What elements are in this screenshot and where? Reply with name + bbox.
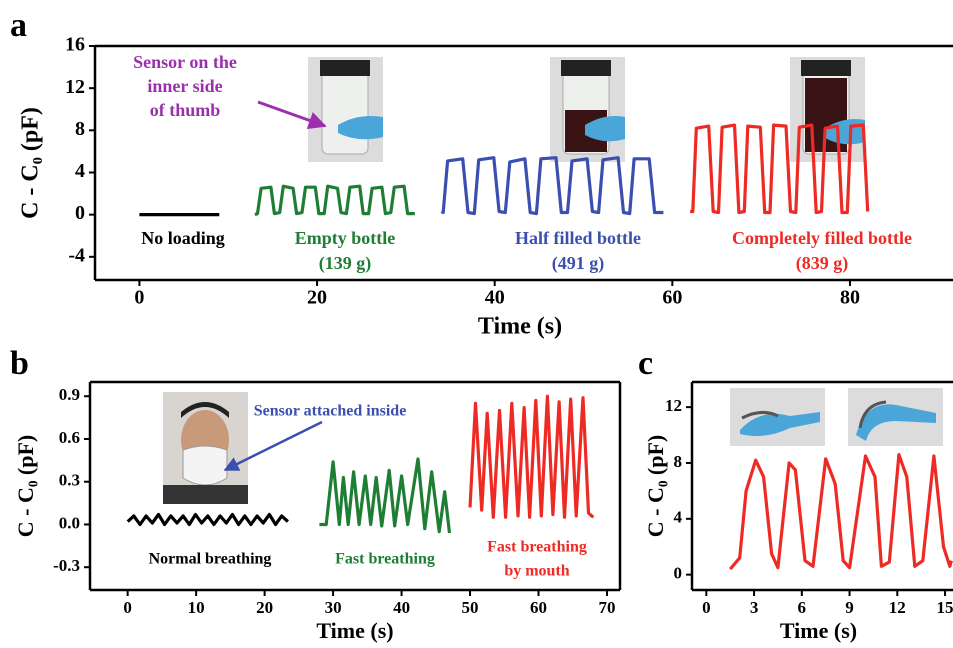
- chart-panel: 0 3 6 9 12 15 0 4 8 12 c Time (s) C - C₀ (pF): [638, 345, 953, 643]
- x-tick-label: 70: [598, 598, 615, 617]
- annotation: Sensor on the: [133, 52, 237, 72]
- y-tick-label: 0.6: [59, 428, 80, 447]
- x-tick-label: 30: [325, 598, 342, 617]
- annotation: Empty bottle: [295, 228, 396, 248]
- y-tick-label: 0.9: [59, 385, 80, 404]
- x-tick-label: 12: [889, 598, 906, 617]
- y-axis-label: C - C₀ (pF): [13, 435, 38, 538]
- annotation: of thumb: [150, 100, 221, 120]
- x-tick-label: 60: [530, 598, 547, 617]
- data-line: [468, 394, 595, 519]
- x-tick-label: 60: [662, 287, 682, 309]
- x-tick-label: 0: [134, 287, 144, 309]
- x-tick-label: 6: [798, 598, 807, 617]
- y-tick-label: 8: [75, 118, 85, 140]
- data-line: [440, 156, 664, 216]
- y-tick-label: 4: [75, 160, 85, 182]
- annotation: Normal breathing: [149, 551, 272, 568]
- annotation: by mouth: [504, 563, 569, 580]
- panel-label: b: [10, 345, 29, 382]
- y-tick-label: 12: [65, 76, 85, 98]
- panel-label: c: [638, 345, 653, 382]
- annotation: (491 g): [552, 253, 605, 274]
- y-tick-label: 0: [674, 564, 683, 583]
- photo: [550, 57, 625, 162]
- x-tick-label: 50: [462, 598, 479, 617]
- data-line: [254, 184, 415, 217]
- annotation: Fast breathing: [487, 539, 587, 556]
- x-tick-label: 15: [937, 598, 953, 617]
- annotation: (839 g): [796, 253, 849, 274]
- x-tick-label: 40: [485, 287, 505, 309]
- photo: [730, 388, 825, 446]
- photo: [308, 57, 383, 162]
- x-tick-label: 10: [188, 598, 205, 617]
- y-tick-label: 8: [674, 452, 683, 471]
- chart-panel: 0 20 40 60 80 -4 0 4 8 12 16 a Time (s) C - C₀ (pF) No…: [10, 7, 953, 340]
- y-tick-label: 0: [75, 202, 85, 224]
- annotation: inner side: [147, 76, 222, 96]
- annotation: Completely filled bottle: [732, 228, 912, 248]
- annotation: (139 g): [319, 253, 372, 274]
- x-axis-label: Time (s): [780, 618, 857, 643]
- photo: [790, 57, 865, 162]
- y-tick-label: -4: [68, 244, 85, 266]
- y-tick-label: 0.0: [59, 513, 80, 532]
- y-tick-label: -0.3: [53, 556, 80, 575]
- data-line: [728, 453, 953, 571]
- photo: [163, 392, 248, 504]
- panel-label: a: [10, 7, 27, 44]
- x-axis-label: Time (s): [316, 618, 393, 643]
- annotation: No loading: [141, 228, 225, 248]
- arrow: [223, 420, 323, 472]
- annotation: Half filled bottle: [515, 228, 641, 248]
- x-axis-label: Time (s): [478, 314, 562, 340]
- y-tick-label: 12: [665, 396, 682, 415]
- data-line: [690, 123, 870, 215]
- x-tick-label: 20: [256, 598, 273, 617]
- x-tick-label: 80: [840, 287, 860, 309]
- annotation: Sensor attached inside: [254, 403, 407, 420]
- y-axis-label: C - C₀ (pF): [643, 435, 668, 538]
- x-tick-label: 40: [393, 598, 410, 617]
- arrow: [257, 100, 327, 130]
- x-tick-label: 9: [845, 598, 854, 617]
- x-tick-label: 20: [307, 287, 327, 309]
- x-tick-label: 3: [750, 598, 759, 617]
- y-axis-label: C - C₀ (pF): [18, 107, 44, 219]
- annotation: Fast breathing: [335, 551, 435, 568]
- data-line: [126, 512, 289, 527]
- y-tick-label: 16: [65, 34, 85, 56]
- x-tick-label: 0: [702, 598, 711, 617]
- photo: [848, 388, 943, 446]
- data-line: [319, 457, 452, 534]
- x-tick-label: 0: [123, 598, 132, 617]
- y-tick-label: 0.3: [59, 471, 80, 490]
- y-tick-label: 4: [674, 508, 683, 527]
- chart-panel: 0 10 20 30 40 50 60 70 -0.3 0.0 0.3 0.6 0.9 b Time (s)…: [10, 345, 622, 643]
